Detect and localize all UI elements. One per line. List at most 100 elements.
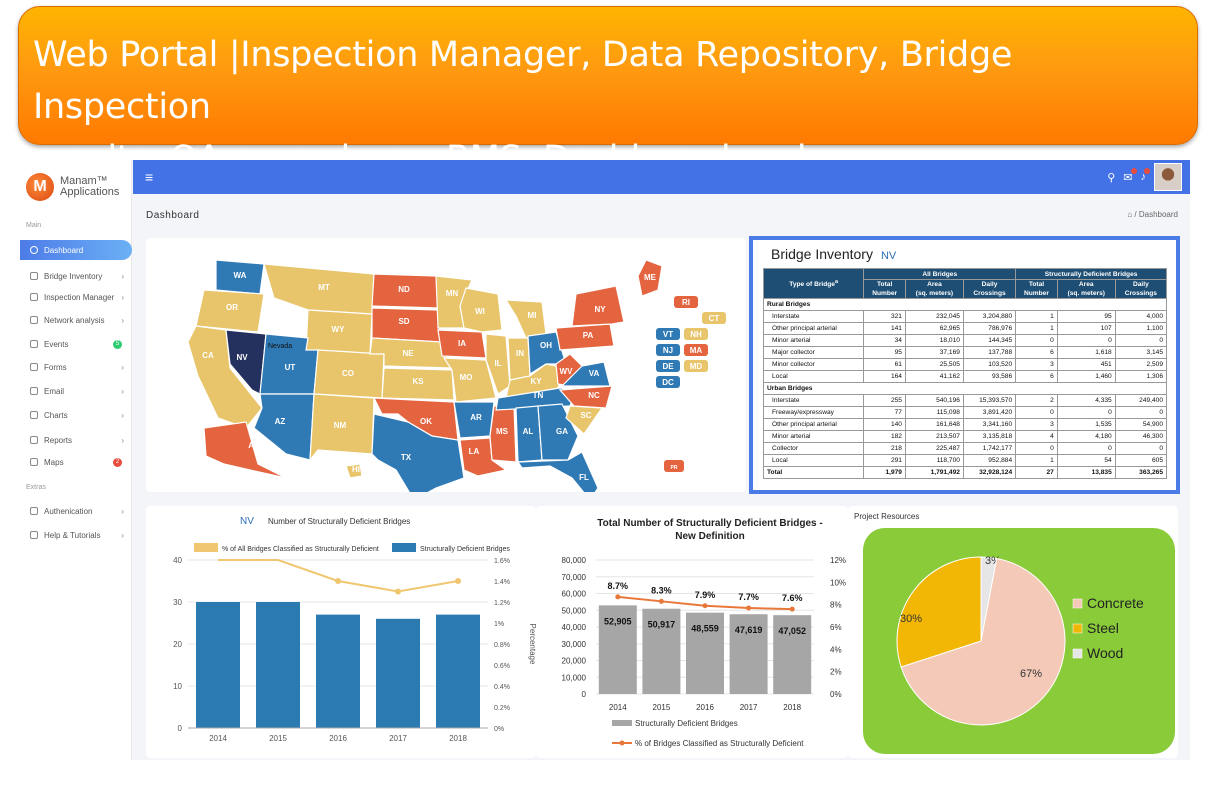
row-label: Interstate xyxy=(762,394,865,407)
map-state-az[interactable]: AZ xyxy=(253,393,315,461)
sidebar-item-charts[interactable]: Charts › xyxy=(20,405,132,425)
map-state-dc[interactable]: DC xyxy=(656,376,680,388)
sidebar-item-maps[interactable]: Maps 2 xyxy=(20,452,132,472)
map-state-ms[interactable]: MS xyxy=(489,405,517,463)
state-label: NC xyxy=(588,391,600,400)
sidebar-item-label: Email xyxy=(44,386,65,396)
notification-bell-icon[interactable]: ♪ xyxy=(1140,168,1150,183)
y2-tick-label: 8% xyxy=(830,601,842,610)
table-row: Minor arterial 34 18,010 144,345 0 0 0 xyxy=(762,334,1168,347)
map-state-nd[interactable]: ND xyxy=(371,273,439,309)
y-tick-label: 60,000 xyxy=(562,590,587,599)
table-row: Major collector 95 37,169 137,788 6 1,618 3,14… xyxy=(762,346,1168,359)
page-title: Dashboard xyxy=(146,210,200,221)
table-row: Other principal arterial 140 161,648 3,341,… xyxy=(762,418,1168,431)
map-state-mi[interactable]: MI xyxy=(504,299,547,339)
map-state-ia[interactable]: IA xyxy=(437,329,487,359)
map-state-de[interactable]: DE xyxy=(656,360,680,372)
user-avatar[interactable] xyxy=(1154,163,1182,191)
y2-tick-label: 0% xyxy=(830,690,842,699)
map-state-mo[interactable]: MO xyxy=(442,357,497,403)
sidebar-item-reports[interactable]: Reports › xyxy=(20,430,132,450)
chevron-right-icon: › xyxy=(121,435,124,445)
map-state-mt[interactable]: MT xyxy=(263,263,375,315)
map-state-pr[interactable]: PR xyxy=(664,460,684,472)
map-state-ma[interactable]: MA xyxy=(684,344,708,356)
percent-point xyxy=(746,605,752,611)
table-cell: 321 xyxy=(863,310,906,323)
sidebar-item-authenication[interactable]: Authenication › xyxy=(20,501,132,521)
state-label: TX xyxy=(401,453,412,462)
state-label: UT xyxy=(285,363,296,372)
menu-toggle-icon[interactable]: ≡ xyxy=(145,169,154,185)
map-state-or[interactable]: OR xyxy=(195,289,265,333)
chevron-right-icon: › xyxy=(121,530,124,540)
x-tick-label: 2017 xyxy=(740,703,758,712)
percent-value-label: 7.6% xyxy=(782,593,803,603)
map-state-hi[interactable]: HI xyxy=(345,463,363,479)
map-state-ak[interactable]: AK xyxy=(203,421,287,479)
table-cell: 363,265 xyxy=(1114,466,1168,479)
sidebar-item-bridge-inventory[interactable]: Bridge Inventory › xyxy=(20,266,132,286)
table-cell: 6 xyxy=(1015,346,1058,359)
table-cell: 164 xyxy=(863,370,906,383)
map-state-in[interactable]: IN xyxy=(507,337,531,381)
sidebar-item-label: Dashboard xyxy=(44,245,84,255)
sidebar-item-network-analysis[interactable]: Network analysis › xyxy=(20,310,132,330)
map-state-nj[interactable]: NJ xyxy=(656,344,680,356)
map-state-vt[interactable]: VT xyxy=(656,328,680,340)
state-label: NV xyxy=(236,353,248,362)
map-state-nh[interactable]: NH xyxy=(684,328,708,340)
map-state-wa[interactable]: WA xyxy=(215,259,265,295)
map-state-sd[interactable]: SD xyxy=(371,307,441,343)
map-state-ar[interactable]: AR xyxy=(453,401,495,439)
map-state-co[interactable]: CO xyxy=(313,349,385,399)
home-icon[interactable]: ⌂ xyxy=(1127,210,1133,219)
table-cell: 54,900 xyxy=(1114,418,1168,431)
map-state-ct[interactable]: CT xyxy=(702,312,726,324)
sidebar-item-events[interactable]: Events 5 xyxy=(20,334,132,354)
map-state-nc[interactable]: NC xyxy=(558,385,613,409)
sidebar-item-email[interactable]: Email › xyxy=(20,381,132,401)
legend-swatch-steel xyxy=(1072,623,1083,634)
map-state-wi[interactable]: WI xyxy=(459,287,503,333)
app-logo[interactable]: M Manam™ Applications xyxy=(26,172,119,202)
chevron-right-icon: › xyxy=(121,292,124,302)
map-state-pa[interactable]: PA xyxy=(555,323,615,351)
sidebar-item-inspection-manager[interactable]: Inspection Manager › xyxy=(20,287,132,307)
bar-value-label: 47,619 xyxy=(735,625,763,635)
y2-tick-label: 1.2% xyxy=(494,600,510,607)
map-state-nv[interactable]: NV xyxy=(225,329,267,395)
sidebar-item-dashboard[interactable]: Dashboard xyxy=(20,240,132,260)
map-state-va[interactable]: VA xyxy=(560,361,611,387)
map-state-wy[interactable]: WY xyxy=(305,309,373,355)
charts-icon xyxy=(30,411,38,419)
map-state-tx[interactable]: TX xyxy=(371,413,465,501)
map-state-ks[interactable]: KS xyxy=(381,367,455,401)
y-tick-label: 70,000 xyxy=(562,573,587,582)
map-state-md[interactable]: MD xyxy=(684,360,708,372)
logo-line-1: Manam™ xyxy=(60,175,108,187)
y2-tick-label: 0.2% xyxy=(494,705,510,712)
y2-tick-label: 0.8% xyxy=(494,642,510,649)
bridge-inventory-panel: Bridge Inventory NV Type of Bridgea All Br… xyxy=(749,236,1180,494)
map-state-sc[interactable]: SC xyxy=(565,405,604,435)
table-cell: 0 xyxy=(1114,406,1168,419)
sidebar-item-help-tutorials[interactable]: Help & Tutorials › xyxy=(20,525,132,545)
map-state-ri[interactable]: RI xyxy=(674,296,698,308)
table-cell: 25,505 xyxy=(904,358,964,371)
map-state-me[interactable]: ME xyxy=(637,259,663,297)
map-state-ny[interactable]: NY xyxy=(571,285,625,327)
table-cell: 0 xyxy=(1015,334,1058,347)
state-label: MI xyxy=(528,311,537,320)
x-tick-label: 2015 xyxy=(269,734,287,743)
map-state-nm[interactable]: NM xyxy=(309,393,375,462)
sidebar-item-forms[interactable]: Forms › xyxy=(20,357,132,377)
inventory-state: NV xyxy=(880,250,897,262)
map-state-il[interactable]: IL xyxy=(485,333,511,395)
chat-icon[interactable]: ✉ xyxy=(1123,167,1137,184)
search-icon[interactable]: ⚲ xyxy=(1107,171,1116,184)
sidebar-item-label: Authenication xyxy=(44,506,93,516)
logo-mark: M xyxy=(26,173,54,201)
table-cell: 3,135,818 xyxy=(962,430,1017,443)
